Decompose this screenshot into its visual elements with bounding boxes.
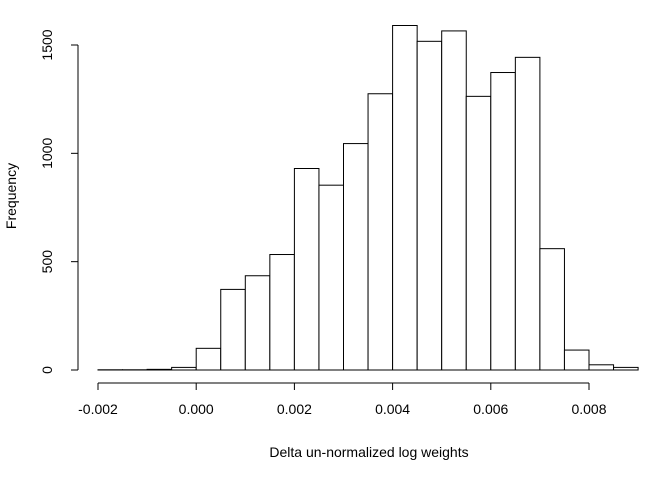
histogram-bar <box>441 30 467 371</box>
x-axis-label: Delta un-normalized log weights <box>269 444 468 460</box>
histogram-bar <box>367 93 394 371</box>
y-axis: 0 500 1000 1500 <box>39 29 79 374</box>
histogram-bar <box>490 72 516 371</box>
y-tick-label: 1500 <box>39 29 55 60</box>
x-axis: -0.002 0.000 0.002 0.004 0.006 0.008 <box>78 382 607 417</box>
histogram-bar <box>588 364 615 371</box>
x-tick-label: 0.000 <box>179 401 214 417</box>
histogram-bar <box>220 288 246 371</box>
histogram-bar <box>343 143 369 371</box>
histogram-bar <box>514 56 541 371</box>
histogram-bar <box>318 184 345 371</box>
y-tick-label: 500 <box>39 250 55 274</box>
x-tick-label: 0.008 <box>571 401 606 417</box>
histogram-bar <box>244 275 271 371</box>
histogram-bar <box>171 366 197 371</box>
y-tick-label: 0 <box>39 366 55 374</box>
histogram-bar <box>563 349 590 371</box>
histogram-bar <box>146 368 173 371</box>
histogram-bar <box>416 40 443 371</box>
x-tick-label: -0.002 <box>78 401 118 417</box>
histogram-bar <box>195 347 222 371</box>
x-tick-label: 0.002 <box>277 401 312 417</box>
histogram-bar <box>269 254 295 371</box>
y-axis-label: Frequency <box>3 163 19 229</box>
histogram-bar <box>539 248 565 371</box>
histogram-bar <box>293 168 320 371</box>
x-tick-label: 0.004 <box>375 401 410 417</box>
histogram-bar <box>465 95 492 371</box>
y-tick-label: 1000 <box>39 138 55 169</box>
histogram-bars <box>97 25 639 371</box>
histogram-bar <box>392 25 418 371</box>
histogram-bar <box>613 366 639 371</box>
x-tick-label: 0.006 <box>473 401 508 417</box>
